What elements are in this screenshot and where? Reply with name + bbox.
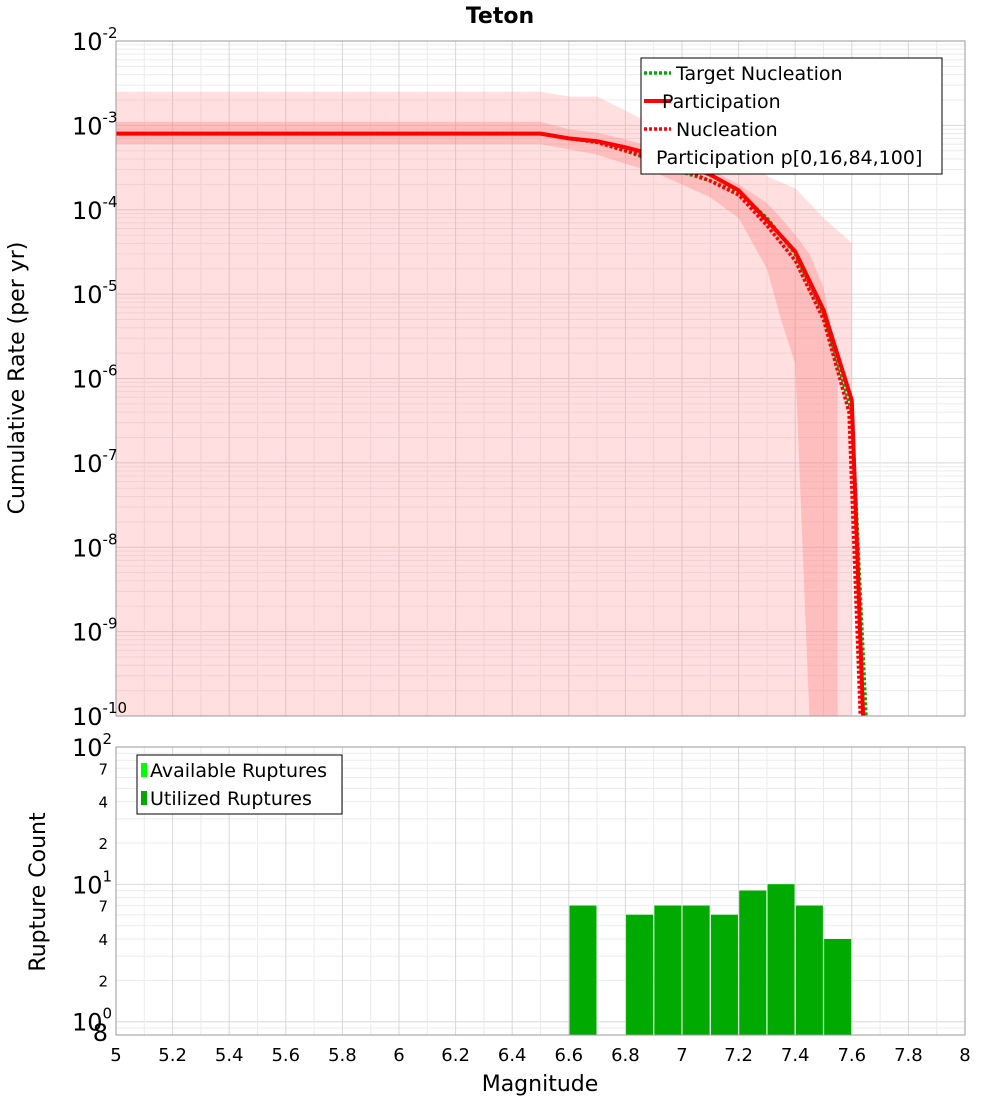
x-tick-label: 5.6 bbox=[271, 1045, 300, 1066]
utilized-rupture-bar bbox=[795, 905, 823, 1035]
x-tick-label: 5.8 bbox=[328, 1045, 357, 1066]
x-tick-label: 7.8 bbox=[894, 1045, 923, 1066]
x-tick-label: 7.2 bbox=[724, 1045, 753, 1066]
legend-entry-label: Target Nucleation bbox=[675, 63, 843, 85]
y-tick-label: 10-6 bbox=[72, 362, 118, 394]
rupture-count-plot: 100 101 102 8 2 4 7 2 4 7 5 5.2 5.4 5.6 5.8 6 6.2 6.4 6.6… bbox=[26, 730, 971, 1097]
y-minor-tick-label: 8 bbox=[93, 1019, 108, 1047]
y-tick-label: 10-2 bbox=[72, 24, 118, 56]
rate-legend: Target Nucleation Participation Nucleation… bbox=[640, 57, 943, 175]
x-tick-label: 8 bbox=[959, 1045, 970, 1066]
rate-plot: 10-10 10-9 10-8 10-7 10-6 10-5 10-4 10-3 10-2 Cu… bbox=[5, 24, 966, 731]
legend-box bbox=[640, 57, 943, 175]
legend-swatch bbox=[141, 791, 147, 805]
x-tick-label: 5.4 bbox=[215, 1045, 244, 1066]
x-tick-label: 5.2 bbox=[158, 1045, 187, 1066]
utilized-rupture-bar bbox=[654, 905, 682, 1035]
utilized-rupture-bar bbox=[767, 884, 795, 1035]
x-tick-label: 5 bbox=[110, 1045, 121, 1066]
x-tick-label: 6.8 bbox=[611, 1045, 640, 1066]
legend-entry-label: Available Ruptures bbox=[150, 760, 327, 782]
rate-y-ticks: 10-10 10-9 10-8 10-7 10-6 10-5 10-4 10-3 10-2 bbox=[72, 24, 127, 731]
y-minor-tick-label: 4 bbox=[98, 931, 108, 949]
rupture-y-axis-label: Rupture Count bbox=[26, 812, 51, 972]
y-minor-tick-label: 7 bbox=[98, 760, 108, 778]
legend-swatch bbox=[141, 763, 147, 777]
outer-percentile-band bbox=[116, 91, 852, 717]
legend-entry-label: Nucleation bbox=[676, 119, 778, 141]
x-tick-label: 7 bbox=[676, 1045, 687, 1066]
legend-entry-label: Participation p[0,16,84,100] bbox=[656, 147, 922, 169]
y-tick-label: 10-4 bbox=[72, 193, 118, 225]
y-tick-label: 10-7 bbox=[72, 446, 118, 478]
y-tick-label: 10-8 bbox=[72, 530, 118, 562]
x-tick-label: 6.2 bbox=[441, 1045, 470, 1066]
legend-entry-label: Participation bbox=[662, 91, 781, 113]
utilized-rupture-bar bbox=[569, 905, 597, 1035]
rupture-plot-frame bbox=[115, 746, 966, 1036]
magnitude-x-ticks: 5 5.2 5.4 5.6 5.8 6 6.2 6.4 6.6 6.8 7 7.2 7.4 7.6 7.8 8 bbox=[110, 1045, 970, 1066]
legend-box bbox=[136, 754, 343, 815]
x-tick-label: 7.4 bbox=[781, 1045, 810, 1066]
x-tick-label: 7.6 bbox=[837, 1045, 866, 1066]
y-tick-label: 101 bbox=[72, 867, 112, 899]
y-tick-label: 10-5 bbox=[72, 277, 118, 309]
rate-plot-frame bbox=[115, 40, 966, 717]
utilized-rupture-bar bbox=[739, 890, 767, 1035]
x-tick-label: 6 bbox=[393, 1045, 404, 1066]
series-line-2 bbox=[116, 131, 863, 717]
y-tick-label: 10-9 bbox=[72, 615, 118, 647]
legend-entry-label: Utilized Ruptures bbox=[150, 788, 312, 810]
y-minor-tick-label: 4 bbox=[98, 794, 108, 812]
y-minor-tick-label: 7 bbox=[98, 898, 108, 916]
y-minor-tick-label: 2 bbox=[98, 835, 108, 853]
y-tick-label: 102 bbox=[72, 730, 112, 762]
x-axis-label: Magnitude bbox=[482, 1072, 599, 1097]
y-minor-tick-label: 2 bbox=[98, 972, 108, 990]
rate-y-axis-label: Cumulative Rate (per yr) bbox=[5, 242, 30, 515]
rupture-y-ticks: 100 101 102 8 2 4 7 2 4 7 bbox=[72, 730, 112, 1047]
chart-title: Teton bbox=[466, 4, 534, 29]
rupture-bars bbox=[569, 884, 852, 1035]
y-tick-label: 10-3 bbox=[72, 108, 118, 140]
utilized-rupture-bar bbox=[824, 939, 852, 1035]
x-tick-label: 6.6 bbox=[554, 1045, 583, 1066]
utilized-rupture-bar bbox=[682, 905, 710, 1035]
y-tick-label: 100 bbox=[72, 1005, 112, 1037]
participation-bands bbox=[116, 91, 852, 717]
utilized-rupture-bar bbox=[626, 914, 653, 1035]
utilized-rupture-bar bbox=[711, 914, 738, 1035]
y-tick-label: 10-10 bbox=[72, 699, 127, 731]
rupture-legend: Available Ruptures Utilized Ruptures bbox=[136, 754, 343, 815]
x-tick-label: 6.4 bbox=[498, 1045, 527, 1066]
